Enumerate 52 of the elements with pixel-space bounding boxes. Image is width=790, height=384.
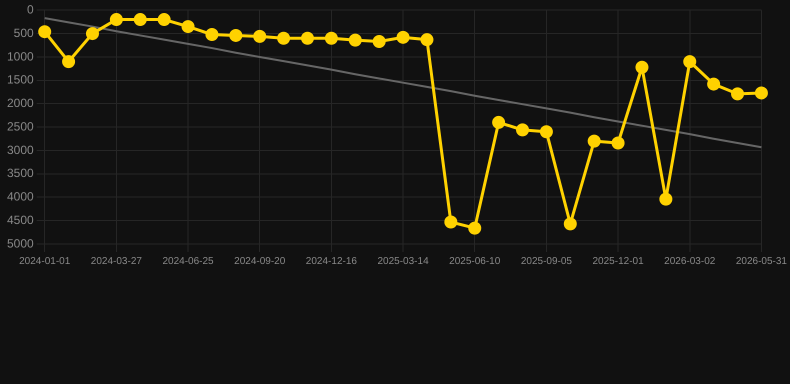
point [205, 28, 218, 42]
x-tick-label: 2024-03-27 [90, 256, 142, 267]
point [731, 87, 744, 100]
point [62, 55, 76, 68]
x-tick-label: 2025-03-14 [377, 256, 430, 267]
point [372, 35, 386, 48]
point [158, 13, 171, 26]
point [516, 123, 530, 136]
y-tick-label: 5000 [6, 236, 34, 250]
point [444, 216, 458, 229]
y-tick-label: 4500 [6, 212, 34, 227]
y-tick-label: 500 [14, 26, 34, 40]
x-tick-label: 2024-12-16 [306, 256, 358, 267]
point [396, 30, 410, 44]
point [492, 116, 506, 129]
point [468, 222, 482, 235]
x-tick-label: 2024-06-25 [162, 256, 214, 267]
y-tick-label: 2500 [6, 119, 34, 134]
y-tick-label: 2000 [6, 96, 34, 110]
point [659, 192, 672, 206]
point [300, 32, 314, 45]
x-tick-label: 2025-12-01 [592, 256, 644, 267]
x-tick-label: 2026-05-31 [736, 256, 788, 267]
x-tick-label: 2024-01-01 [19, 256, 71, 267]
y-tick-label: 0 [27, 2, 34, 17]
x-tick-label: 2026-03-02 [664, 256, 716, 267]
x-tick-label: 2025-06-10 [449, 256, 501, 267]
point [635, 60, 648, 74]
point [348, 34, 362, 47]
point [754, 86, 768, 100]
point [707, 78, 720, 91]
point [110, 13, 123, 26]
point [612, 136, 625, 150]
point [564, 217, 577, 230]
point [540, 125, 553, 138]
y-tick-label: 3500 [6, 166, 34, 180]
point [324, 32, 338, 45]
y-tick-label: 1500 [6, 72, 34, 87]
point [277, 32, 290, 45]
y-tick-label: 3000 [6, 142, 34, 157]
point [420, 33, 434, 46]
point [86, 27, 99, 40]
point [588, 134, 601, 148]
point [683, 55, 696, 68]
x-tick-label: 2025-09-05 [520, 256, 572, 267]
y-tick-label: 1000 [6, 49, 34, 64]
y-tick-label: 4000 [6, 190, 34, 204]
point [134, 13, 147, 26]
x-tick-label: 2024-09-20 [234, 256, 286, 267]
point [253, 30, 266, 43]
point [182, 20, 195, 34]
point [229, 28, 242, 42]
